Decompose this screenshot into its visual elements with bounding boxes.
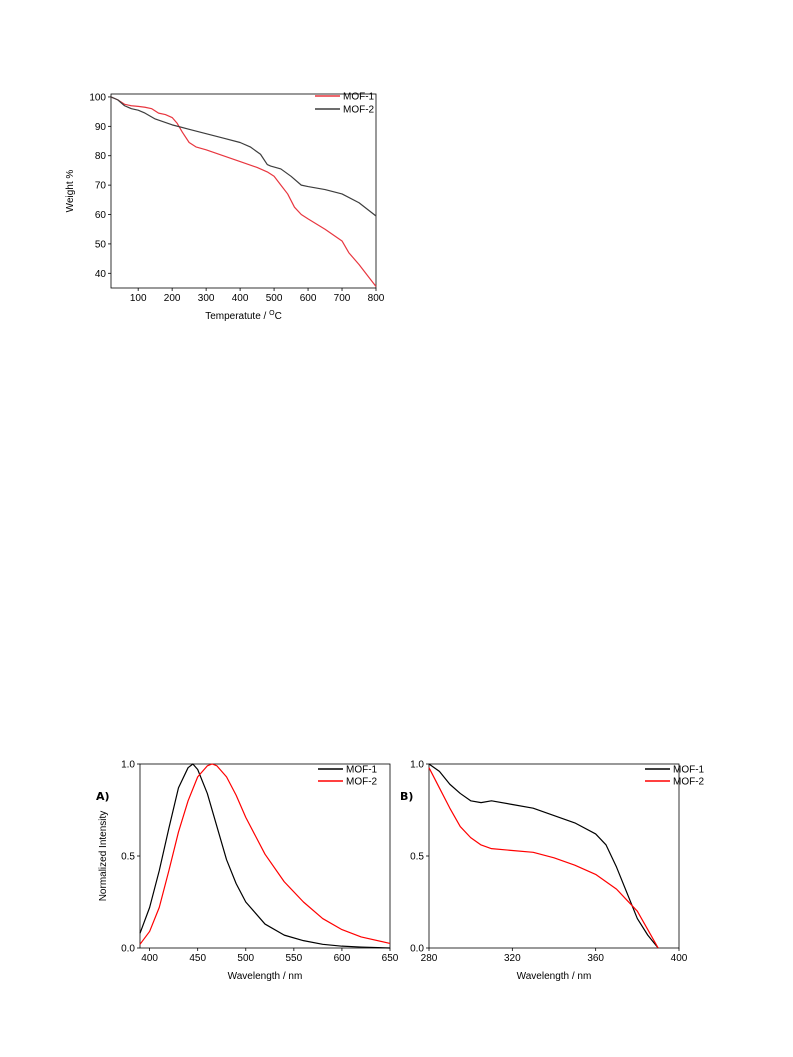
y-tick-label: 100 <box>89 92 106 103</box>
x-tick-label: 320 <box>504 953 521 964</box>
y-tick-label: 80 <box>95 151 107 162</box>
series-line-mof-2 <box>110 96 377 217</box>
series-line-mof-1 <box>139 763 391 949</box>
y-tick-label: 50 <box>95 239 107 250</box>
y-axis-label: Normalized Intensity <box>98 811 109 902</box>
y-tick-label: 40 <box>95 269 107 280</box>
x-tick-label: 360 <box>587 953 604 964</box>
x-tick-label: 600 <box>300 293 317 304</box>
legend-label: MOF-2 <box>343 105 375 116</box>
x-tick-label: 450 <box>189 953 206 964</box>
x-axis-label: Temperatute / OC <box>205 310 282 322</box>
x-tick-label: 400 <box>232 293 249 304</box>
x-tick-label: 280 <box>421 953 438 964</box>
y-tick-label: 0.5 <box>410 852 424 863</box>
chart-3: 280 320 360 400 0.0 0.5 1.0 Wavelength / nm B) MO… <box>400 760 705 983</box>
x-tick-label: 500 <box>237 953 254 964</box>
x-tick-label: 100 <box>130 293 147 304</box>
x-axis-label: Wavelength / nm <box>228 971 303 982</box>
x-axis-label: Wavelength / nm <box>517 971 592 982</box>
legend-label: MOF-1 <box>673 765 705 776</box>
y-tick-label: 0.5 <box>121 852 135 863</box>
plot-frame <box>428 763 680 949</box>
x-tick-label: 200 <box>164 293 181 304</box>
y-axis-label: Weight % <box>65 170 76 213</box>
y-tick-label: 70 <box>95 181 107 192</box>
y-tick-label: 0.0 <box>410 944 424 955</box>
series-line-mof-1 <box>110 96 377 287</box>
x-tick-label: 600 <box>334 953 351 964</box>
y-tick-label: 1.0 <box>410 760 424 771</box>
plot-frame <box>110 93 377 289</box>
chart-1: 100 200 300 400 500 600 700 800 40 50 60 70 80 90 100 T… <box>65 92 385 323</box>
series-line-mof-1 <box>428 763 659 949</box>
series-line-mof-2 <box>428 767 659 949</box>
legend-label: MOF-1 <box>343 92 375 103</box>
x-tick-label: 550 <box>286 953 303 964</box>
legend-label: MOF-1 <box>346 765 378 776</box>
x-tick-label: 400 <box>671 953 688 964</box>
x-tick-label: 500 <box>266 293 283 304</box>
x-tick-label: 400 <box>141 953 158 964</box>
x-tick-label: 650 <box>382 953 399 964</box>
x-tick-label: 800 <box>368 293 385 304</box>
y-tick-label: 0.0 <box>121 944 135 955</box>
y-tick-label: 90 <box>95 122 107 133</box>
x-tick-label: 300 <box>198 293 215 304</box>
y-tick-label: 60 <box>95 210 107 221</box>
chart-2: 400 450 500 550 600 650 0.0 0.5 1.0 Wavelength / … <box>96 760 399 983</box>
y-tick-label: 1.0 <box>121 760 135 771</box>
panel-label: A) <box>96 790 110 803</box>
x-tick-label: 700 <box>334 293 351 304</box>
series-line-mof-2 <box>139 763 391 945</box>
panel-label: B) <box>400 790 413 803</box>
legend-label: MOF-2 <box>346 777 378 788</box>
legend-label: MOF-2 <box>673 777 705 788</box>
